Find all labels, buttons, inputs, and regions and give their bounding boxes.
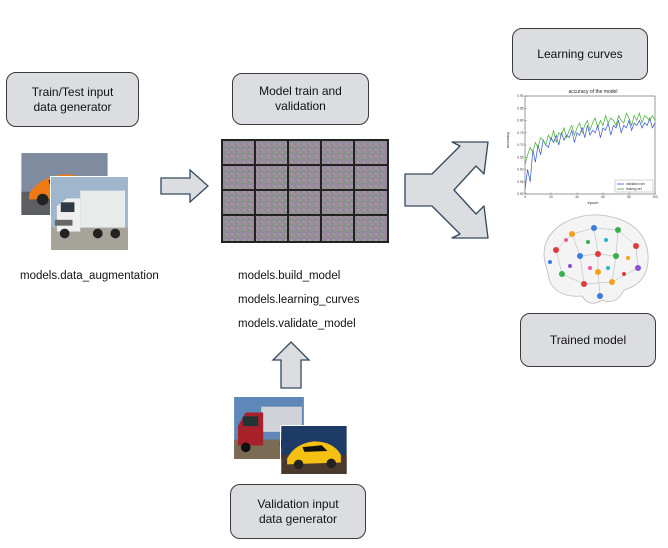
model-train-box: Model train and validation: [232, 73, 369, 125]
val-gen-line1: Validation input: [257, 496, 339, 511]
chart-title: accuracy of the model: [569, 89, 618, 95]
learning-curves-fn-label: models.learning_curves: [238, 294, 360, 306]
x-tick-label: 100: [652, 195, 658, 199]
accuracy-chart: accuracy of the model accuracy epoch 0.5…: [503, 84, 660, 206]
train-test-generator-box: Train/Test input data generator: [6, 72, 139, 127]
learning-curves-box: Learning curves: [512, 28, 648, 80]
y-tick-label: 0.70: [517, 143, 523, 147]
validation-generator-box: Validation input data generator: [230, 484, 366, 539]
legend-box: [614, 179, 654, 193]
y-tick-label: 0.90: [517, 94, 523, 98]
y-tick-label: 0.50: [517, 192, 523, 196]
y-tick-label: 0.80: [517, 119, 523, 123]
x-tick-label: 0: [524, 195, 526, 199]
train-gen-line1: Train/Test input: [31, 84, 114, 99]
val-car-image: [280, 425, 348, 475]
y-tick-label: 0.75: [517, 131, 523, 135]
trained-model-box: Trained model: [520, 313, 656, 367]
legend-label: training set: [626, 187, 642, 191]
validate-model-label: models.validate_model: [238, 318, 356, 330]
split-arrow: [404, 141, 489, 239]
x-tick-label: 40: [575, 195, 579, 199]
series-line-validation: [524, 116, 656, 190]
series-line-training: [524, 111, 656, 165]
trained-model-label: Trained model: [549, 332, 627, 347]
learning-curves-label: Learning curves: [537, 46, 623, 61]
y-tick-label: 0.85: [517, 106, 523, 110]
chart-xlabel: epoch: [588, 200, 599, 205]
train-gen-line2: data generator: [33, 99, 112, 114]
build-model-label: models.build_model: [238, 270, 341, 282]
x-tick-label: 80: [627, 195, 631, 199]
chart-ylabel: accuracy: [505, 132, 510, 148]
x-tick-label: 20: [549, 195, 553, 199]
y-tick-label: 0.60: [517, 168, 523, 172]
y-tick-label: 0.65: [517, 155, 523, 159]
filter-visualization: [221, 139, 389, 243]
brain-network-image: [532, 210, 654, 312]
y-tick-label: 0.55: [517, 180, 523, 184]
x-tick-label: 60: [601, 195, 605, 199]
model-train-label: Model train and validation: [259, 84, 342, 113]
train-truck-image: [50, 176, 129, 251]
val-gen-line2: data generator: [258, 511, 338, 526]
data-augmentation-label: models.data_augmentation: [20, 270, 159, 282]
legend-label: validation set: [626, 182, 645, 186]
arrow-right-1: [160, 169, 209, 203]
arrow-up: [271, 341, 311, 389]
